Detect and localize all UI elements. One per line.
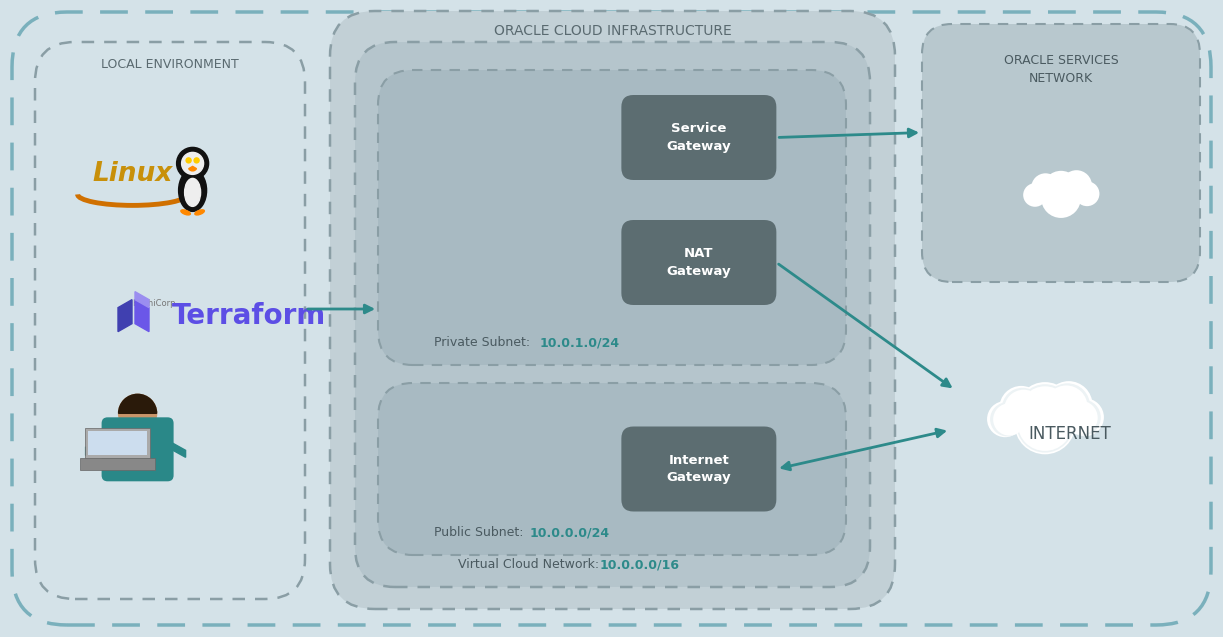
Text: ORACLE SERVICES
NETWORK: ORACLE SERVICES NETWORK [1004, 54, 1118, 85]
Polygon shape [135, 292, 149, 308]
Circle shape [1075, 182, 1099, 206]
Circle shape [176, 147, 209, 180]
Circle shape [993, 403, 1025, 436]
FancyBboxPatch shape [355, 42, 870, 587]
Circle shape [1018, 384, 1073, 438]
Circle shape [119, 394, 157, 433]
FancyBboxPatch shape [35, 42, 305, 599]
Text: LOCAL ENVIRONMENT: LOCAL ENVIRONMENT [102, 57, 238, 71]
Wedge shape [119, 394, 157, 413]
Circle shape [991, 402, 1025, 436]
Text: Public Subnet:: Public Subnet: [434, 527, 527, 540]
FancyBboxPatch shape [378, 70, 846, 365]
Text: Service
Gateway: Service Gateway [667, 122, 731, 153]
Circle shape [1004, 390, 1043, 429]
Circle shape [1018, 396, 1073, 451]
Circle shape [1062, 170, 1092, 201]
Circle shape [186, 158, 191, 163]
Polygon shape [117, 299, 132, 332]
FancyBboxPatch shape [84, 428, 149, 458]
FancyBboxPatch shape [621, 95, 777, 180]
Circle shape [1015, 394, 1075, 454]
Ellipse shape [185, 178, 201, 206]
Ellipse shape [194, 210, 204, 215]
Circle shape [1064, 401, 1098, 434]
FancyBboxPatch shape [330, 11, 895, 609]
Circle shape [1002, 388, 1043, 429]
FancyBboxPatch shape [621, 427, 777, 512]
Circle shape [1016, 382, 1074, 439]
Text: HashiCorp: HashiCorp [132, 299, 175, 308]
Text: 10.0.0.0/16: 10.0.0.0/16 [600, 559, 680, 571]
Circle shape [1044, 381, 1092, 429]
FancyBboxPatch shape [1003, 415, 1087, 431]
Circle shape [194, 158, 199, 163]
Polygon shape [135, 299, 149, 332]
FancyBboxPatch shape [1005, 415, 1085, 431]
Ellipse shape [179, 169, 207, 211]
Circle shape [1042, 171, 1080, 208]
FancyBboxPatch shape [1033, 192, 1088, 203]
FancyBboxPatch shape [1008, 415, 1082, 431]
Circle shape [1065, 399, 1101, 436]
Text: Virtual Cloud Network:: Virtual Cloud Network: [457, 559, 603, 571]
FancyBboxPatch shape [378, 383, 846, 555]
FancyBboxPatch shape [102, 417, 174, 482]
Polygon shape [168, 440, 186, 457]
Text: Internet
Gateway: Internet Gateway [667, 454, 731, 485]
Circle shape [1044, 385, 1087, 428]
Circle shape [181, 152, 203, 175]
Text: Linux: Linux [93, 161, 172, 187]
FancyBboxPatch shape [88, 431, 147, 455]
Circle shape [1041, 178, 1081, 218]
Circle shape [1024, 183, 1047, 207]
Text: INTERNET: INTERNET [1029, 425, 1112, 443]
Text: ORACLE CLOUD INFRASTRUCTURE: ORACLE CLOUD INFRASTRUCTURE [494, 24, 731, 38]
Text: 10.0.0.0/24: 10.0.0.0/24 [530, 527, 609, 540]
Circle shape [1016, 395, 1074, 453]
Circle shape [1020, 386, 1070, 437]
FancyBboxPatch shape [621, 220, 777, 305]
Text: 10.0.1.0/24: 10.0.1.0/24 [539, 336, 619, 350]
Circle shape [1066, 398, 1104, 436]
FancyBboxPatch shape [922, 24, 1200, 282]
Text: NAT
Gateway: NAT Gateway [667, 247, 731, 278]
Circle shape [999, 386, 1043, 429]
Circle shape [1044, 383, 1090, 428]
Circle shape [1031, 173, 1060, 202]
Ellipse shape [181, 210, 191, 215]
Text: Terraform: Terraform [172, 302, 327, 329]
Wedge shape [188, 166, 197, 171]
FancyBboxPatch shape [12, 12, 1211, 625]
FancyBboxPatch shape [79, 458, 154, 470]
Polygon shape [86, 440, 108, 455]
Circle shape [987, 401, 1024, 437]
Text: Private Subnet:: Private Subnet: [434, 336, 534, 350]
